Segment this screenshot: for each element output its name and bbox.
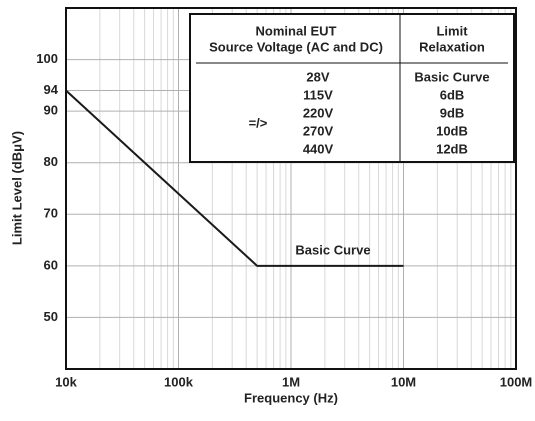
x-tick-label: 10M	[391, 374, 416, 389]
table-cell: 6dB	[440, 87, 465, 102]
x-axis-label: Frequency (Hz)	[244, 390, 338, 405]
table-header: Relaxation	[419, 39, 485, 54]
table-cell: 440V	[303, 141, 334, 156]
x-tick-label: 100M	[500, 374, 533, 389]
x-tick-label: 1M	[282, 374, 300, 389]
table-symbol: =/>	[249, 115, 268, 130]
table-frame	[189, 13, 515, 163]
y-tick-label: 90	[44, 103, 58, 118]
table-cell: Basic Curve	[414, 69, 489, 84]
x-tick-label: 100k	[164, 374, 194, 389]
y-tick-label: 60	[44, 257, 58, 272]
table-header: Limit	[436, 23, 468, 38]
y-axis-label: Limit Level (dBμV)	[9, 131, 24, 245]
table-cell: 10dB	[436, 123, 468, 138]
x-tick-label: 10k	[55, 374, 77, 389]
table-cell: 12dB	[436, 141, 468, 156]
table-header: Source Voltage (AC and DC)	[209, 39, 383, 54]
annotation: Basic Curve	[295, 242, 370, 257]
table-cell: 220V	[303, 105, 334, 120]
table-cell: 115V	[303, 87, 333, 102]
y-tick-label: 100	[36, 51, 58, 66]
y-tick-label: 50	[44, 309, 58, 324]
table-header: Nominal EUT	[256, 23, 337, 38]
plot-frame	[65, 7, 517, 370]
y-tick-label: 70	[44, 206, 58, 221]
line	[65, 89, 404, 267]
y-tick-label: 80	[44, 154, 58, 169]
table-cell: 270V	[303, 123, 334, 138]
table-cell: 9dB	[440, 105, 465, 120]
y-tick-label: 94	[44, 82, 59, 97]
table-cell: 28V	[306, 69, 329, 84]
